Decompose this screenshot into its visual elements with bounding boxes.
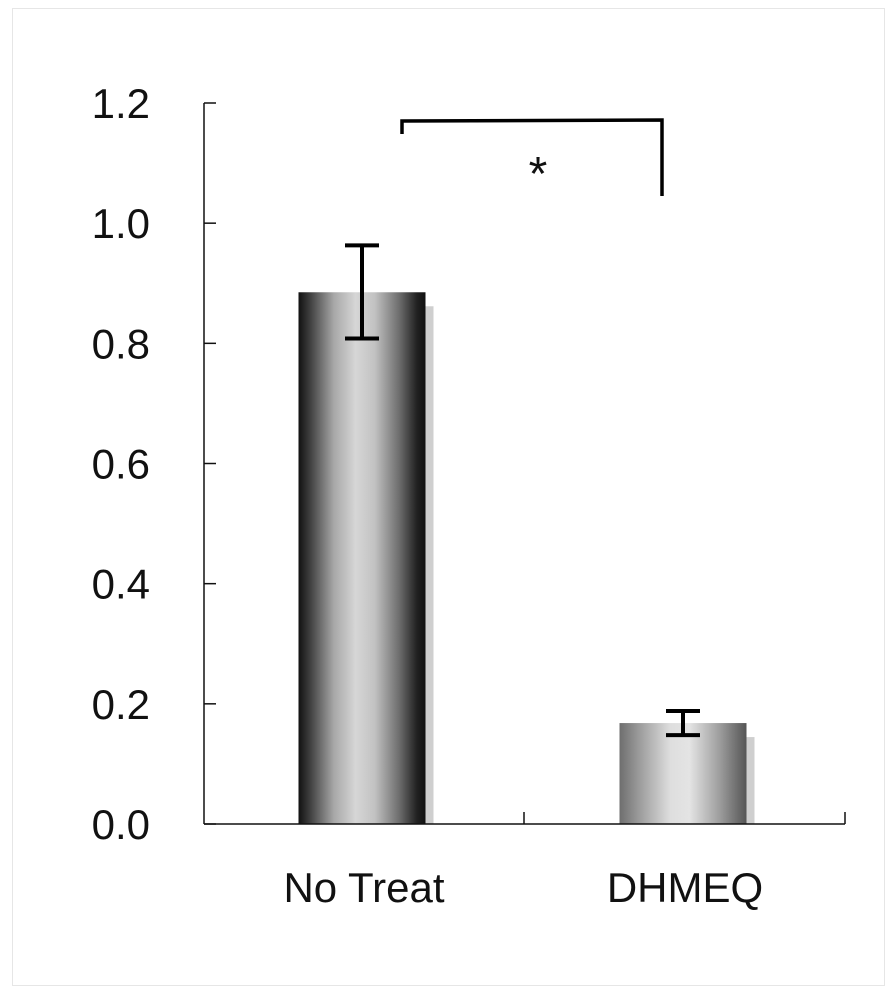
- y-tick-label: 0.6: [92, 441, 150, 488]
- x-category-label: No Treat: [283, 864, 444, 911]
- significance-bracket: *: [400, 118, 664, 201]
- y-tick-label: 0.8: [92, 320, 150, 367]
- y-tick-labels: 0.0 0.2 0.4 0.6 0.8 1.0 1.2: [92, 80, 150, 848]
- x-category-label: DHMEQ: [607, 864, 763, 911]
- y-tick-label: 0.0: [92, 801, 150, 848]
- y-tick-label: 0.2: [92, 681, 150, 728]
- bars: [298, 292, 747, 824]
- y-tick-label: 1.0: [92, 200, 150, 247]
- y-tick-label: 0.4: [92, 561, 150, 608]
- y-tick-label: 1.2: [92, 80, 150, 127]
- axes: [203, 102, 846, 825]
- significance-bracket-line: [400, 118, 664, 196]
- significance-star: *: [529, 148, 548, 201]
- bar: [619, 723, 747, 824]
- bar: [298, 292, 426, 824]
- x-category-labels: No Treat DHMEQ: [283, 864, 763, 911]
- error-bars: [345, 243, 700, 738]
